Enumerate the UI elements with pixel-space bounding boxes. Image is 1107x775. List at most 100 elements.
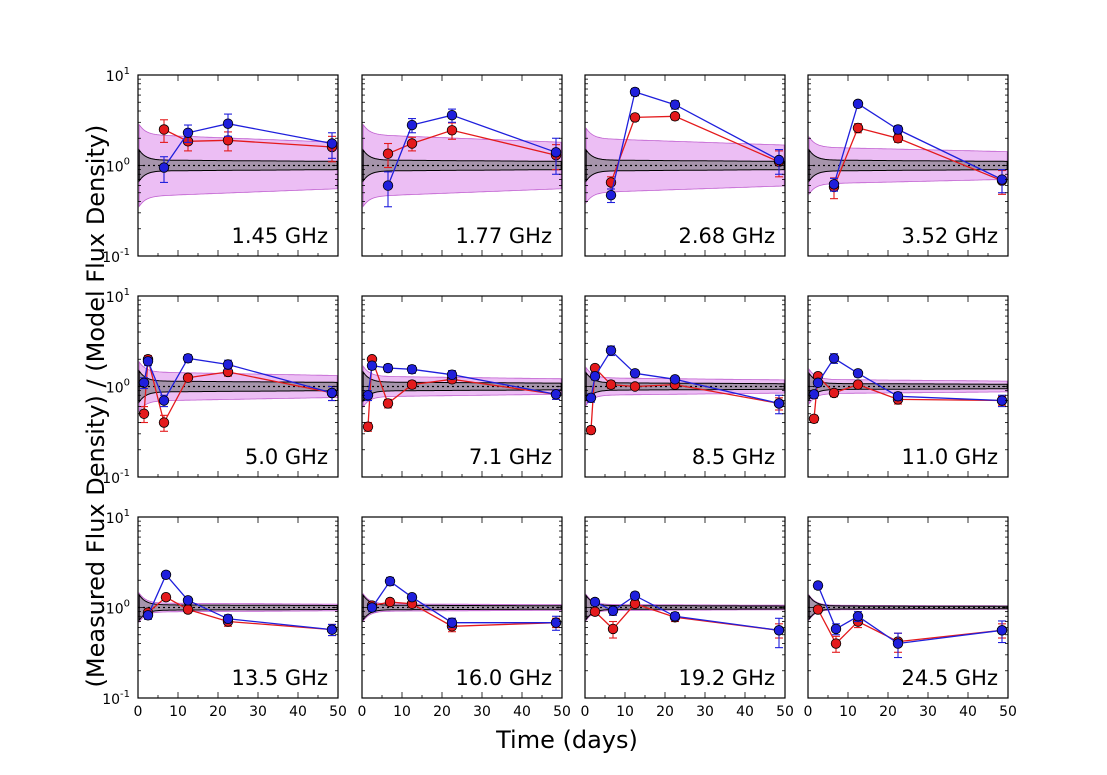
data-point-red bbox=[629, 381, 641, 392]
data-point-blue bbox=[892, 638, 904, 649]
data-point-blue bbox=[852, 368, 864, 379]
y-tick-label: 101 bbox=[106, 508, 130, 527]
panel-label: 2.68 GHz bbox=[678, 224, 775, 248]
x-tick-label: 20 bbox=[656, 704, 674, 720]
panel-label: 13.5 GHz bbox=[231, 666, 328, 690]
data-point-blue bbox=[550, 617, 562, 628]
data-point-blue bbox=[326, 387, 338, 399]
series-line-blue bbox=[387, 114, 557, 186]
data-point-blue bbox=[830, 623, 842, 635]
y-tick-label: 101 bbox=[106, 287, 130, 306]
data-point-blue bbox=[589, 370, 601, 382]
data-point-blue bbox=[446, 109, 458, 121]
series-blue bbox=[362, 360, 562, 402]
x-tick-label: 10 bbox=[616, 704, 634, 720]
data-point-blue bbox=[326, 138, 338, 149]
data-point-blue bbox=[222, 613, 234, 625]
data-point-blue bbox=[607, 605, 619, 616]
panel-2_68-ghz: 2.68 GHz bbox=[584, 74, 786, 257]
panel-label: 7.1 GHz bbox=[469, 445, 552, 469]
data-point-blue bbox=[142, 610, 154, 621]
series-blue bbox=[142, 569, 338, 637]
data-point-blue bbox=[366, 602, 378, 613]
data-point-red bbox=[669, 111, 681, 122]
data-point-blue bbox=[326, 624, 338, 635]
data-point-blue bbox=[808, 389, 820, 400]
panel-label: 8.5 GHz bbox=[692, 445, 775, 469]
series-line-blue bbox=[594, 594, 780, 631]
x-tick-label: 20 bbox=[209, 704, 227, 720]
data-point-red bbox=[382, 148, 394, 159]
plot-area bbox=[585, 590, 785, 649]
data-point-red bbox=[892, 133, 904, 144]
data-point-red bbox=[605, 379, 617, 390]
x-tick-label: 50 bbox=[999, 704, 1017, 720]
series-red bbox=[366, 596, 562, 633]
series-red bbox=[142, 591, 338, 637]
data-point-blue bbox=[222, 359, 234, 370]
series-blue bbox=[382, 108, 562, 208]
plot-area bbox=[808, 353, 1008, 424]
panel-label: 1.77 GHz bbox=[455, 224, 552, 248]
data-point-red bbox=[828, 387, 840, 399]
panel-1_77-ghz: 1.77 GHz bbox=[361, 74, 563, 257]
panel-label: 5.0 GHz bbox=[245, 445, 328, 469]
series-line-blue bbox=[590, 349, 780, 405]
data-point-blue bbox=[773, 398, 785, 409]
x-tick-label: 10 bbox=[393, 704, 411, 720]
plot-area bbox=[362, 576, 562, 633]
series-line-red bbox=[817, 609, 1003, 645]
x-tick-label: 10 bbox=[169, 704, 187, 720]
plot-area bbox=[362, 354, 562, 432]
data-point-blue bbox=[384, 576, 396, 587]
series-line-red bbox=[163, 128, 333, 148]
panel-13_5-ghz: 0 10 20 30 40 50 101 100 10-1 13.5 GHz bbox=[102, 508, 347, 720]
series-line-blue bbox=[833, 102, 1003, 185]
data-point-red bbox=[382, 398, 394, 409]
series-line-blue bbox=[371, 580, 556, 624]
x-tick-label: 30 bbox=[473, 704, 491, 720]
data-point-blue bbox=[669, 374, 681, 385]
series-line-blue bbox=[610, 91, 780, 196]
series-blue bbox=[812, 580, 1008, 659]
series-line-red bbox=[610, 115, 780, 183]
data-point-blue bbox=[382, 362, 394, 374]
series-red bbox=[585, 362, 785, 436]
x-tick-label: 0 bbox=[358, 704, 367, 720]
data-point-red bbox=[222, 135, 234, 146]
panel-label: 19.2 GHz bbox=[678, 666, 775, 690]
data-point-blue bbox=[158, 162, 170, 173]
y-tick-label: 100 bbox=[106, 378, 130, 397]
panel-7_1-ghz: 7.1 GHz bbox=[361, 295, 563, 478]
x-tick-label: 50 bbox=[776, 704, 794, 720]
data-point-blue bbox=[892, 124, 904, 135]
data-point-blue bbox=[629, 368, 641, 379]
series-line-red bbox=[147, 596, 333, 631]
y-axis-title: (Measured Flux Density) / (Model Flux De… bbox=[82, 125, 110, 688]
plot-area bbox=[138, 569, 338, 637]
data-point-blue bbox=[550, 389, 562, 400]
x-tick-label: 30 bbox=[696, 704, 714, 720]
data-point-blue bbox=[446, 369, 458, 380]
panel-11_0-ghz: 11.0 GHz bbox=[807, 295, 1009, 478]
data-point-red bbox=[406, 138, 418, 149]
panel-5_0-ghz: 101 100 10-1 5.0 GHz bbox=[102, 287, 339, 487]
panel-1_45-ghz: 101 100 10-1 1.45 GHz bbox=[102, 66, 339, 266]
panel-label: 3.52 GHz bbox=[901, 224, 998, 248]
data-point-blue bbox=[629, 86, 641, 98]
series-line-blue bbox=[163, 123, 333, 168]
data-point-blue bbox=[182, 595, 194, 606]
data-point-blue bbox=[669, 611, 681, 622]
data-point-red bbox=[830, 638, 842, 649]
data-point-blue bbox=[142, 356, 154, 367]
x-tick-label: 40 bbox=[736, 704, 754, 720]
series-blue bbox=[808, 353, 1008, 408]
x-tick-label: 50 bbox=[553, 704, 571, 720]
series-blue bbox=[828, 98, 1008, 194]
series-red bbox=[812, 604, 1008, 653]
data-point-red bbox=[158, 124, 170, 135]
data-point-blue bbox=[446, 617, 458, 628]
